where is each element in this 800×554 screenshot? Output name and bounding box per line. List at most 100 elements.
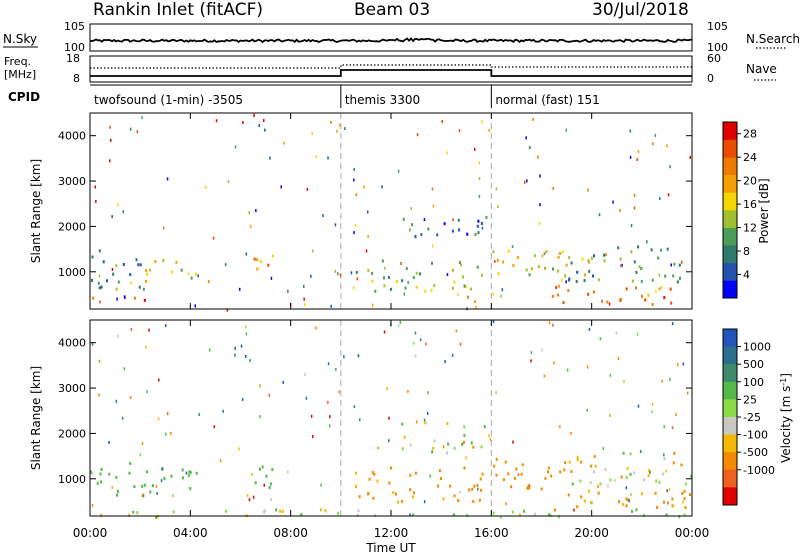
echo-cell	[689, 493, 691, 497]
echo-cell	[133, 485, 136, 488]
echo-cell	[458, 228, 461, 232]
echo-cell	[116, 493, 118, 497]
echo-cell	[625, 287, 628, 291]
echo-cell	[248, 498, 251, 502]
echo-cell	[357, 509, 360, 513]
x-tick-label: 16:00	[474, 526, 509, 540]
echo-cell	[156, 492, 158, 495]
power-y-axis-label: Slant Range [km]	[29, 159, 43, 263]
echo-cell	[652, 142, 654, 146]
echo-cell	[576, 458, 579, 462]
echo-cell	[609, 373, 612, 377]
echo-cell	[241, 398, 244, 401]
echo-cell	[367, 268, 370, 272]
echo-cell	[376, 479, 379, 483]
echo-cell	[603, 253, 606, 257]
colorbar-tick-label: 100	[743, 376, 764, 389]
echo-cell	[139, 453, 141, 457]
echo-cell	[275, 508, 278, 512]
echo-cell	[261, 465, 264, 469]
echo-cell	[485, 215, 488, 219]
echo-cell	[371, 271, 374, 275]
echo-cell	[640, 267, 643, 271]
echo-cell	[304, 373, 306, 376]
echo-cell	[130, 281, 133, 285]
echo-cell	[383, 276, 385, 280]
echo-cell	[355, 485, 357, 488]
echo-cell	[463, 284, 466, 288]
colorbar-tick-label: 500	[743, 358, 764, 371]
echo-cell	[91, 342, 94, 346]
echo-cell	[99, 300, 101, 304]
colorbar-segment	[723, 469, 737, 488]
echo-cell	[388, 416, 390, 420]
echo-cell	[571, 482, 574, 486]
echo-cell	[681, 492, 684, 496]
echo-cell	[427, 391, 429, 395]
echo-cell	[492, 320, 495, 324]
colorbar-segment	[723, 122, 737, 140]
echo-cell	[683, 513, 686, 517]
echo-cell	[322, 214, 324, 218]
echo-cell	[149, 490, 152, 494]
echo-cell	[319, 508, 322, 512]
echo-cell	[188, 470, 191, 474]
echo-cell	[279, 509, 282, 513]
echo-cell	[172, 510, 175, 514]
cpid-label: CPID	[8, 90, 40, 104]
nave-tick-top: 60	[707, 52, 721, 65]
echo-cell	[371, 303, 374, 307]
echo-cell	[669, 287, 672, 291]
echo-cell	[453, 280, 456, 284]
echo-cell	[554, 508, 556, 512]
echo-cell	[111, 485, 113, 489]
echo-cell	[599, 482, 602, 486]
echo-cell	[141, 116, 143, 120]
echo-cell	[451, 286, 454, 290]
power-colorbar-label: Power [dB]	[757, 178, 771, 243]
echo-cell	[204, 185, 207, 189]
echo-cell	[583, 279, 586, 283]
echo-cell	[481, 120, 483, 124]
echo-cell	[91, 278, 93, 282]
echo-cell	[403, 435, 406, 439]
echo-cell	[414, 235, 417, 239]
colorbar-segment	[723, 346, 737, 365]
echo-cell	[129, 273, 132, 277]
colorbar-segment	[723, 434, 737, 453]
nsearch-label: N.Search	[746, 32, 800, 46]
echo-cell	[511, 245, 514, 249]
echo-cell	[115, 287, 118, 291]
echo-cell	[124, 296, 126, 300]
echo-cell	[117, 203, 119, 207]
echo-cell	[431, 187, 434, 191]
echo-cell	[312, 249, 314, 253]
echo-cell	[664, 274, 667, 278]
echo-cell	[606, 300, 609, 304]
echo-cell	[663, 453, 665, 457]
echo-cell	[414, 471, 417, 475]
echo-cell	[109, 159, 111, 163]
echo-cell	[433, 284, 436, 288]
echo-cell	[207, 280, 210, 283]
echo-cell	[541, 254, 544, 258]
echo-cell	[128, 513, 130, 517]
echo-cell	[453, 513, 455, 517]
echo-cell	[463, 433, 466, 437]
echo-cell	[460, 263, 463, 267]
echo-cell	[137, 263, 140, 267]
echo-cell	[418, 272, 421, 276]
echo-cell	[496, 258, 499, 262]
echo-cell	[182, 476, 184, 480]
echo-cell	[458, 129, 461, 133]
echo-cell	[149, 268, 152, 272]
echo-cell	[222, 409, 224, 413]
echo-cell	[555, 286, 558, 289]
echo-cell	[414, 331, 417, 335]
echo-cell	[399, 320, 402, 324]
echo-cell	[544, 476, 547, 480]
echo-cell	[478, 194, 481, 198]
echo-cell	[505, 502, 507, 506]
echo-cell	[552, 323, 554, 327]
echo-cell	[640, 492, 643, 496]
